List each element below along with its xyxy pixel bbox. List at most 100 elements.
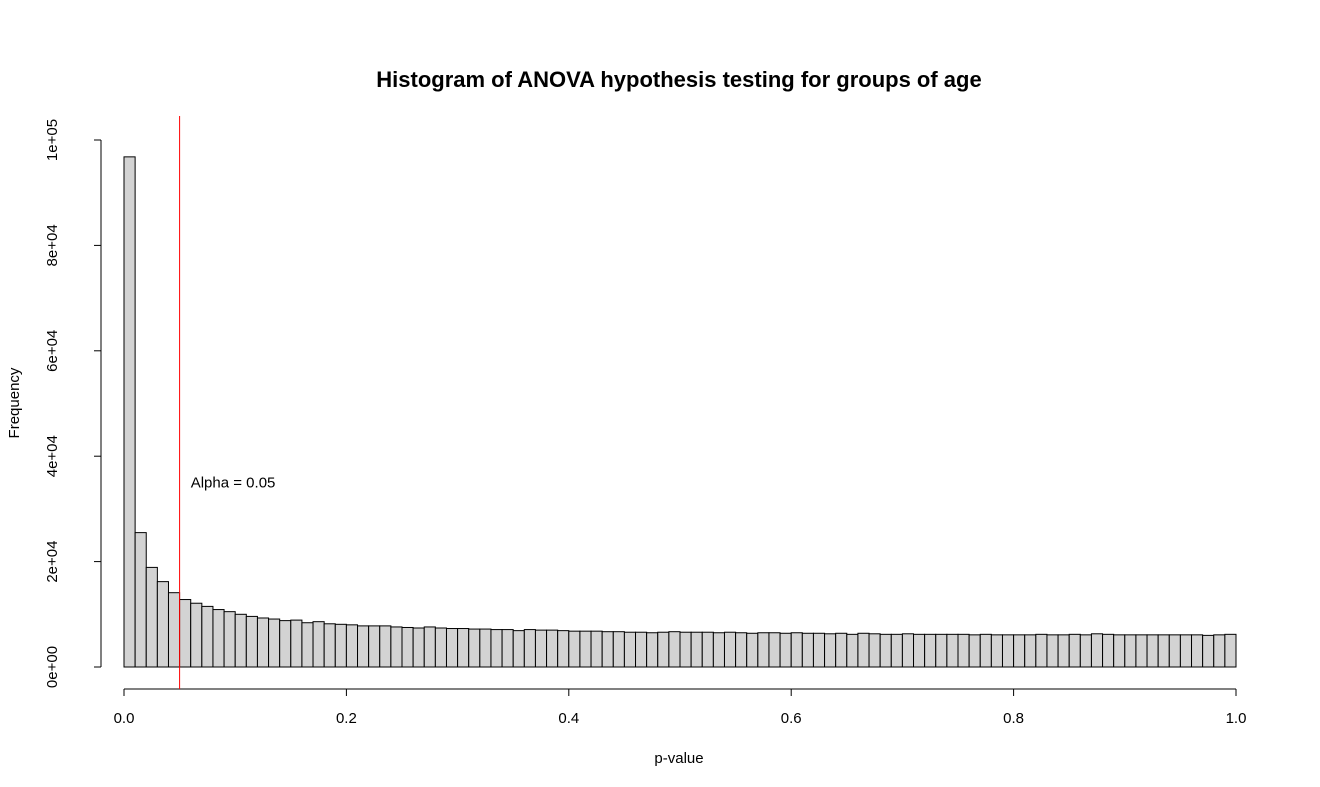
histogram-bar (779, 632, 792, 668)
histogram-bar (245, 615, 258, 668)
x-tick-label: 0.2 (336, 710, 357, 727)
histogram-bar (423, 626, 436, 668)
x-tick-label: 0.0 (114, 710, 135, 727)
y-tick-label: 2e+04 (44, 541, 61, 583)
histogram-bar (557, 630, 570, 668)
histogram-bar (345, 624, 359, 668)
histogram-bar (1068, 633, 1081, 668)
histogram-bar (946, 633, 959, 668)
histogram-bar (812, 632, 826, 668)
histogram-bar (190, 602, 203, 668)
histogram-bar (890, 633, 903, 668)
histogram-bar (657, 631, 670, 668)
histogram-bar (579, 630, 592, 668)
histogram-bar (457, 628, 470, 668)
histogram-bar (234, 613, 247, 668)
histogram-bar (1046, 634, 1059, 668)
histogram-bar (156, 581, 169, 668)
histogram-bar (1157, 634, 1170, 668)
histogram-bar (1102, 633, 1115, 668)
histogram-bar (512, 630, 525, 668)
y-axis-label: Frequency (6, 367, 23, 438)
histogram-bar (879, 633, 892, 668)
histogram-bar (223, 611, 236, 668)
y-tick-label: 8e+04 (44, 224, 61, 266)
histogram-bar (679, 631, 692, 668)
histogram-bar (167, 592, 181, 668)
histogram-bar (290, 619, 303, 668)
histogram-bar (690, 631, 703, 668)
x-tick-label: 0.6 (781, 710, 802, 727)
histogram-bar (145, 566, 158, 668)
histogram-bars (123, 156, 1237, 668)
x-axis-label: p-value (654, 750, 703, 767)
histogram-bar (735, 632, 748, 668)
histogram-bar (612, 631, 625, 668)
histogram-bar (468, 628, 481, 668)
histogram-bar (212, 609, 225, 668)
histogram-bar (1035, 633, 1048, 668)
histogram-bar (901, 633, 915, 668)
histogram-bar (534, 629, 548, 668)
histogram-bar (1168, 634, 1181, 668)
histogram-bar (1057, 634, 1070, 668)
histogram-bar (301, 622, 314, 668)
histogram-bar (824, 633, 837, 668)
histogram-bar (1224, 633, 1237, 668)
histogram-bar (723, 631, 737, 668)
histogram-bar (1113, 634, 1126, 668)
histogram-bar (1001, 634, 1015, 668)
histogram-bar (1024, 634, 1037, 668)
histogram-bar (379, 625, 392, 668)
histogram-bar (445, 628, 459, 668)
histogram-bar (935, 633, 948, 668)
histogram-bar (757, 632, 770, 668)
y-tick-label: 6e+04 (44, 330, 61, 372)
histogram-bar (701, 631, 714, 668)
histogram-bar (1202, 634, 1215, 668)
histogram-bar (868, 633, 881, 668)
chart-title: Histogram of ANOVA hypothesis testing fo… (376, 67, 981, 92)
histogram-bar (523, 629, 536, 668)
histogram-bar (1135, 634, 1148, 668)
y-tick-label: 0e+00 (44, 646, 61, 688)
histogram-bar (279, 620, 292, 668)
histogram-bar (1213, 634, 1226, 668)
histogram-bar (268, 618, 281, 668)
histogram-bar (857, 632, 870, 668)
histogram-bar (990, 634, 1003, 668)
histogram-bar (501, 629, 514, 668)
histogram-bar (1179, 634, 1193, 668)
x-axis: 0.0 0.2 0.4 0.6 0.8 1.0 (114, 688, 1247, 727)
histogram-bar (201, 605, 214, 668)
histogram-bar (668, 631, 681, 668)
histogram-bar (913, 633, 926, 668)
histogram-bar (546, 629, 559, 668)
histogram-bar (479, 628, 492, 668)
histogram-bar (835, 632, 848, 668)
histogram-bar (179, 599, 192, 668)
histogram-bar (979, 633, 992, 668)
histogram-bar (401, 626, 414, 668)
y-axis: 0e+00 2e+04 4e+04 6e+04 8e+04 1e+05 (44, 119, 102, 688)
histogram-bar (412, 627, 425, 668)
histogram-bar (768, 632, 781, 668)
histogram-bar (1079, 634, 1092, 668)
histogram-bar (568, 630, 581, 668)
histogram-bar (134, 532, 147, 668)
histogram-bar (490, 629, 503, 668)
histogram-bar (746, 632, 759, 668)
histogram-bar (790, 632, 803, 668)
x-tick-label: 0.4 (558, 710, 579, 727)
histogram-bar (123, 156, 136, 668)
histogram-bar (390, 626, 403, 668)
histogram-bar (623, 631, 637, 668)
histogram-bar (924, 633, 937, 668)
y-tick-label: 4e+04 (44, 435, 61, 477)
histogram-bar (323, 623, 336, 668)
histogram-bar (312, 621, 325, 668)
x-tick-label: 1.0 (1226, 710, 1247, 727)
histogram-bar (1191, 634, 1204, 668)
